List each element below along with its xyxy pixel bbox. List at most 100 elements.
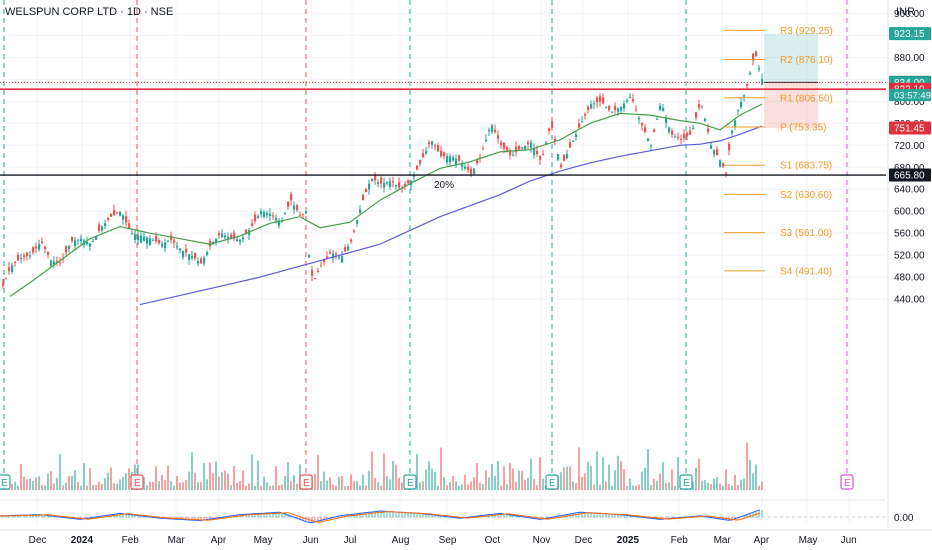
candle-body (419, 159, 422, 164)
oscillator-bar (23, 515, 25, 518)
oscillator-bar (620, 514, 622, 518)
oscillator-bar (122, 513, 124, 518)
volume-bar (119, 479, 121, 490)
candle-body (395, 185, 398, 187)
candle-body (662, 107, 665, 112)
volume-bar (113, 483, 115, 490)
candle-body (260, 211, 263, 215)
candle-body (572, 140, 575, 142)
volume-bar (614, 470, 616, 490)
candle-body (542, 153, 545, 155)
volume-bar (401, 482, 403, 490)
candle-body (362, 194, 365, 201)
oscillator-bar (134, 515, 136, 518)
candle-body (452, 157, 455, 161)
candle-body (5, 278, 8, 280)
event-marker-future[interactable]: E (840, 474, 854, 490)
candle-body (206, 251, 209, 256)
volume-bar (323, 471, 325, 490)
oscillator-bar (11, 515, 13, 518)
oscillator-bar (197, 517, 199, 521)
candle-body (494, 129, 497, 133)
oscillator-bar (557, 516, 559, 518)
oscillator-bar (14, 515, 16, 518)
oscillator-bar (497, 513, 499, 518)
volume-bar (722, 485, 724, 490)
price-tick-label: 880.00 (894, 53, 925, 64)
candle-body (341, 256, 344, 263)
event-marker-earnings[interactable]: E (403, 474, 417, 490)
oscillator-bar (404, 512, 406, 518)
candle-body (161, 243, 164, 247)
volume-bar (563, 467, 565, 490)
volume-bar (443, 477, 445, 490)
candle-body (560, 164, 563, 168)
oscillator-bar (509, 514, 511, 518)
volume-bar (710, 483, 712, 490)
volume-bar (242, 470, 244, 490)
volume-bar (32, 481, 34, 490)
candle-body (737, 110, 740, 112)
candle-body (125, 216, 128, 223)
event-marker-earnings[interactable]: E (679, 474, 693, 490)
volume-bar (272, 485, 274, 490)
oscillator-bar (716, 517, 718, 519)
candle-body (758, 68, 761, 70)
volume-bar (92, 484, 94, 490)
oscillator-bar (257, 513, 259, 518)
volume-bar (200, 482, 202, 490)
volume-bar (326, 480, 328, 490)
time-tick-label: 2025 (617, 535, 640, 546)
oscillator-bar (341, 515, 343, 518)
candle-body (149, 238, 152, 245)
event-marker-label: E (134, 478, 141, 489)
oscillator-bar (296, 517, 298, 519)
oscillator-bar (263, 513, 265, 518)
currency-label[interactable]: INR (896, 6, 915, 18)
volume-bar (221, 472, 223, 490)
candle-body (755, 51, 758, 57)
volume-bar (749, 460, 751, 490)
volume-bar (278, 485, 280, 490)
volume-bar (371, 451, 373, 490)
event-marker-earnings[interactable]: E (545, 474, 559, 490)
candle-body (239, 239, 242, 242)
candle-body (173, 240, 176, 243)
volume-bar (266, 482, 268, 490)
candle-body (704, 118, 707, 122)
candle-body (104, 223, 107, 226)
volume-bar (104, 478, 106, 490)
volume-bar (251, 454, 253, 490)
event-marker-dividend[interactable]: E (130, 474, 144, 490)
candle-body (101, 226, 104, 231)
volume-bar (620, 461, 622, 490)
volume-bar (566, 466, 568, 490)
oscillator-bar (53, 516, 55, 518)
pivot-label-s2: S2 (630.60) (780, 190, 832, 201)
volume-bar (608, 464, 610, 490)
volume-bar (665, 483, 667, 490)
candle-body (227, 237, 230, 239)
event-marker-dividend[interactable]: E (299, 474, 313, 490)
candle-body (722, 163, 725, 167)
candle-body (131, 233, 134, 235)
volume-bar (236, 483, 238, 490)
price-tick-label: 680.00 (894, 163, 925, 174)
oscillator-bar (419, 513, 421, 518)
time-tick-label: Nov (533, 535, 551, 546)
oscillator-bar (266, 513, 268, 518)
event-marker-earnings[interactable]: E (0, 474, 11, 490)
volume-bar (395, 464, 397, 490)
candle-body (365, 188, 368, 192)
candle-body (203, 257, 206, 264)
volume-bar (746, 442, 748, 490)
volume-bar (20, 463, 22, 490)
candle-body (563, 154, 566, 161)
oscillator-bar (305, 517, 307, 522)
symbol-title[interactable]: WELSPUN CORP LTD · 1D · NSE (5, 6, 174, 18)
candle-body (272, 215, 275, 217)
volume-bar (212, 473, 214, 490)
price-tick-label: 720.00 (894, 141, 925, 152)
candle-body (14, 261, 17, 263)
